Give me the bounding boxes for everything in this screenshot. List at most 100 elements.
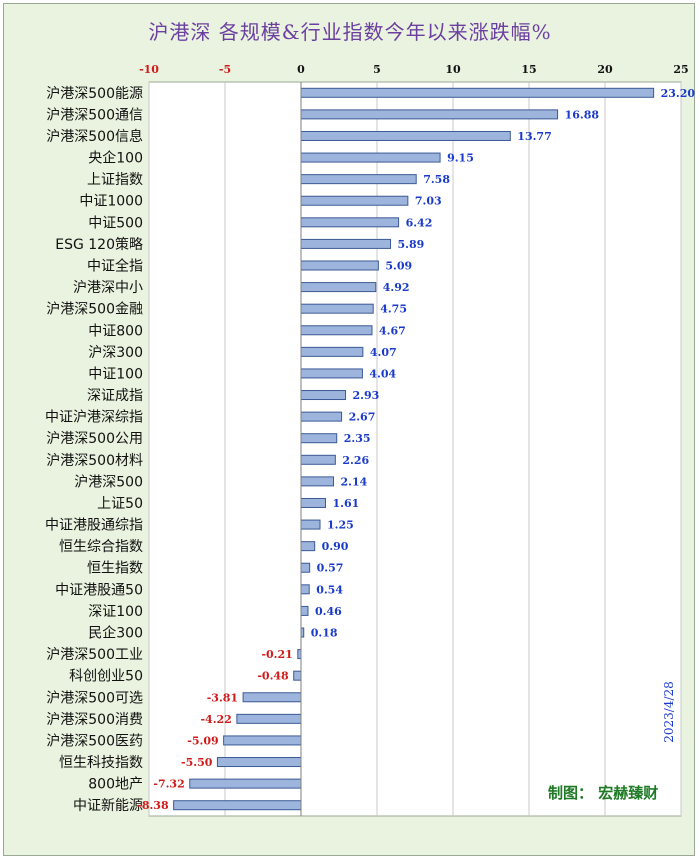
category-label: 恒生综合指数 (59, 539, 143, 555)
date-annotation: 2023/4/28 (662, 681, 676, 743)
category-label: 中证沪港深综指 (45, 410, 143, 426)
bar (300, 541, 316, 552)
data-label: 4.92 (383, 281, 410, 294)
data-label: 1.25 (327, 519, 354, 532)
data-label: 7.58 (423, 173, 450, 186)
x-tick-label: -10 (139, 63, 159, 76)
category-label: 科创创业50 (69, 669, 143, 685)
data-label: 4.67 (379, 324, 406, 337)
data-label: 9.15 (447, 152, 474, 165)
data-label: 2.26 (342, 454, 369, 467)
data-label: -5.09 (187, 734, 218, 747)
data-label: 13.77 (517, 130, 551, 143)
category-label: 沪港深中小 (73, 280, 143, 296)
bar (300, 87, 655, 98)
data-label: 2.93 (353, 389, 380, 402)
bar (300, 238, 392, 249)
data-label: -0.21 (261, 648, 292, 661)
bar (300, 260, 379, 271)
data-label: 4.04 (369, 367, 396, 380)
category-label: 中证1000 (79, 194, 143, 210)
x-tick-label: 20 (597, 63, 613, 76)
category-label: 沪港深500金融 (46, 302, 143, 318)
data-label: -5.50 (181, 756, 213, 769)
bar (300, 562, 311, 573)
category-label: 沪港深500工业 (46, 647, 143, 663)
category-label: 央企100 (88, 150, 143, 167)
data-label: 2.35 (344, 432, 371, 445)
category-label: 深证成指 (87, 388, 143, 404)
data-label: 0.18 (311, 627, 338, 640)
category-label: 沪港深500 (74, 474, 143, 490)
category-label: 800地产 (88, 777, 143, 793)
bar (300, 109, 559, 120)
bar (300, 282, 377, 293)
bar (300, 497, 326, 508)
data-label: 0.46 (315, 605, 342, 618)
bar (173, 800, 302, 811)
category-label: 沪港深500信息 (46, 128, 143, 145)
bar (300, 433, 338, 444)
x-tick-label: -5 (219, 63, 231, 76)
bar (300, 130, 511, 141)
bar (300, 174, 417, 185)
data-label: 23.20 (661, 87, 696, 100)
data-label: 0.57 (317, 562, 344, 575)
category-label: 沪深300 (88, 345, 143, 361)
category-label: 中证港股通综指 (45, 518, 143, 534)
data-label: 7.03 (415, 195, 442, 208)
plot-area (148, 81, 682, 817)
x-tick-label: 10 (445, 63, 461, 76)
data-label: -8.38 (137, 799, 169, 812)
bar (293, 670, 302, 681)
bar (300, 476, 335, 487)
data-label: 4.07 (370, 346, 397, 359)
data-label: -0.48 (257, 670, 289, 683)
data-label: 0.90 (322, 540, 349, 553)
category-label: 中证500 (88, 215, 143, 231)
data-label: 1.61 (332, 497, 359, 510)
category-label: 沪港深500公用 (46, 431, 143, 447)
data-label: -3.81 (207, 691, 238, 704)
date-annotation-text: 2023/4/28 (662, 681, 676, 743)
data-label: 6.42 (406, 216, 433, 229)
chart-title: 沪港深 各规模&行业指数今年以来涨跌幅% (148, 20, 552, 44)
bar (300, 217, 400, 228)
bar (236, 713, 302, 724)
bar (216, 757, 302, 768)
category-label: 沪港深500材料 (46, 453, 143, 469)
bar (242, 692, 302, 703)
bar (300, 411, 343, 422)
chart-credit: 制图： 宏赫臻财 (548, 784, 659, 802)
category-label: ESG 120策略 (55, 236, 143, 253)
data-label: 2.14 (341, 475, 368, 488)
category-label: 民企300 (88, 625, 143, 642)
category-label: 中证全指 (87, 258, 143, 275)
data-label: 4.75 (380, 303, 407, 316)
category-label: 恒生科技指数 (59, 755, 143, 771)
category-label: 中证港股通50 (55, 582, 143, 598)
category-label: 中证800 (88, 323, 143, 339)
data-label: 0.54 (316, 583, 343, 596)
x-tick-label: 15 (521, 63, 536, 76)
category-label: 沪港深500医药 (46, 733, 143, 749)
bar (300, 390, 347, 401)
category-label: 沪港深500能源 (46, 86, 143, 102)
bar (189, 778, 302, 789)
data-label: 5.09 (385, 260, 412, 273)
x-tick-label: 5 (373, 63, 381, 76)
x-tick-label: 25 (673, 63, 688, 76)
bar (300, 519, 321, 530)
bar (300, 454, 336, 465)
category-label: 沪港深500消费 (46, 712, 143, 728)
bar (223, 735, 302, 746)
bar (300, 195, 409, 206)
bar (300, 303, 374, 314)
category-label: 中证新能源 (73, 798, 143, 814)
bar (300, 325, 373, 336)
x-tick-label: 0 (297, 63, 305, 76)
category-label: 上证50 (97, 496, 143, 512)
data-label: -7.32 (153, 778, 184, 791)
data-label: -4.22 (200, 713, 231, 726)
